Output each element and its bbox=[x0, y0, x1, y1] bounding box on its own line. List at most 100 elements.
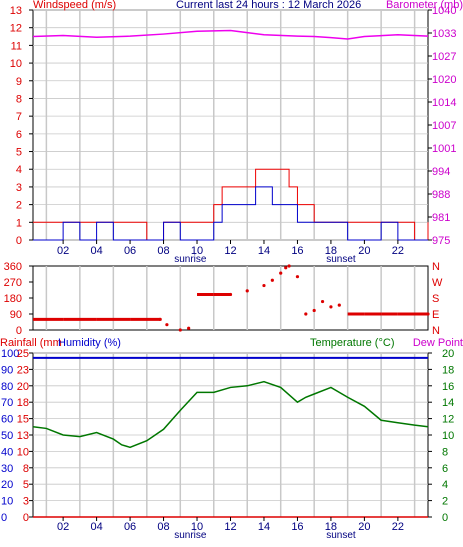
wind-y-tick-label: 6 bbox=[16, 129, 22, 141]
x-tick-label: 04 bbox=[90, 245, 102, 257]
sunset-label: sunset bbox=[326, 254, 356, 265]
barometer-y-tick-label: 994 bbox=[432, 166, 450, 178]
direction-point bbox=[312, 308, 316, 313]
x-tick-label: 04 bbox=[90, 521, 102, 533]
barometer-y-tick-label: 1001 bbox=[432, 143, 456, 155]
wind-y-right-axis: 975 981 988 994 1001 1007 1014 1020 1027 1033 1040 bbox=[428, 5, 456, 247]
x-tick-label: 22 bbox=[392, 521, 404, 533]
barometer-y-tick-label: 1020 bbox=[432, 74, 456, 86]
temperature-y-tick-label: 20 bbox=[442, 348, 454, 360]
direction-point bbox=[262, 283, 266, 288]
wind-y-tick-label: 4 bbox=[16, 164, 22, 176]
humidity-y-tick-label: 30 bbox=[1, 463, 13, 475]
rainfall-y-tick-label: 20 bbox=[17, 381, 29, 393]
barometer-line bbox=[32, 29, 429, 40]
windspeed-title: Windspeed (m/s) bbox=[33, 0, 116, 11]
rainfall-y-tick-label: 15 bbox=[17, 414, 29, 426]
direction-point bbox=[178, 328, 182, 332]
x-tick-label: 10 bbox=[191, 245, 203, 257]
direction-compass-label: S bbox=[432, 293, 439, 305]
rainfall-title: Rainfall (mm bbox=[0, 337, 62, 349]
humidity-y-tick-label: 70 bbox=[1, 397, 13, 409]
direction-compass-label: N bbox=[432, 261, 440, 273]
direction-y-tick-label: 0 bbox=[16, 325, 22, 337]
x-tick-label: 22 bbox=[392, 245, 404, 257]
rainfall-y-tick-label: 0 bbox=[23, 512, 29, 524]
direction-point bbox=[158, 317, 162, 321]
direction-point bbox=[320, 299, 325, 304]
humidity-y-tick-label: 20 bbox=[1, 479, 13, 491]
x-tick-label: 02 bbox=[57, 521, 69, 533]
wind-y-tick-label: 12 bbox=[10, 23, 22, 35]
direction-point bbox=[329, 305, 333, 309]
x-tick-label: 20 bbox=[358, 521, 370, 533]
temperature-y-tick-label: 2 bbox=[442, 496, 448, 508]
sunrise-label: sunrise bbox=[174, 254, 207, 265]
wind-y-tick-label: 10 bbox=[10, 58, 22, 70]
temperature-y-tick-label: 16 bbox=[442, 381, 454, 393]
wind-y-tick-label: 2 bbox=[16, 200, 22, 212]
direction-point bbox=[304, 312, 308, 316]
rainfall-y-tick-label: 8 bbox=[23, 463, 29, 475]
temperature-y-tick-label: 4 bbox=[442, 479, 448, 491]
direction-y-tick-label: 180 bbox=[4, 293, 22, 305]
humidity-y-tick-label: 100 bbox=[1, 348, 19, 360]
temperature-title: Temperature (°C) bbox=[310, 337, 394, 349]
sunset-label-bottom: sunset bbox=[326, 530, 356, 541]
direction-points bbox=[33, 264, 430, 332]
dewpoint-title: Dew Point bbox=[413, 337, 463, 349]
temperature-y-tick-label: 10 bbox=[442, 430, 454, 442]
wind-y-tick-label: 0 bbox=[16, 235, 22, 247]
humidity-y-tick-label: 80 bbox=[1, 381, 13, 393]
x-tick-label: 10 bbox=[191, 521, 203, 533]
x-tick-label: 06 bbox=[124, 245, 136, 257]
temperature-line bbox=[32, 380, 429, 449]
x-tick-label: 12 bbox=[224, 521, 236, 533]
direction-point bbox=[426, 312, 430, 316]
direction-point bbox=[284, 266, 288, 270]
wind-y-tick-label: 8 bbox=[16, 93, 22, 105]
wind-y-tick-label: 7 bbox=[16, 111, 22, 123]
direction-y-tick-label: 90 bbox=[10, 309, 22, 321]
direction-point bbox=[337, 303, 341, 307]
direction-compass-label: N bbox=[432, 325, 440, 337]
temperature-y-tick-label: 12 bbox=[442, 414, 454, 426]
direction-point bbox=[287, 264, 291, 268]
x-tick-label: 18 bbox=[325, 245, 337, 257]
direction-point bbox=[228, 292, 233, 297]
humidity-y-tick-label: 10 bbox=[1, 496, 13, 508]
temperature-y-tick-label: 14 bbox=[442, 397, 454, 409]
temperature-y-tick-label: 8 bbox=[442, 446, 448, 458]
wind-x-axis: 02 04 06 08 10 12 14 16 18 20 22 bbox=[57, 240, 404, 257]
x-tick-label: 16 bbox=[291, 521, 303, 533]
humidity-y-tick-label: 90 bbox=[1, 364, 13, 376]
x-tick-label: 12 bbox=[224, 245, 236, 257]
sunrise-label-bottom: sunrise bbox=[174, 530, 207, 541]
barometer-y-tick-label: 1007 bbox=[432, 120, 456, 132]
direction-point bbox=[165, 323, 169, 327]
barometer-y-tick-label: 975 bbox=[432, 235, 450, 247]
wind-y-tick-label: 5 bbox=[16, 147, 22, 159]
x-tick-label: 14 bbox=[258, 521, 270, 533]
period-title: Current last 24 hours : 12 March 2026 bbox=[176, 0, 361, 11]
rainfall-y-tick-label: 23 bbox=[17, 364, 29, 376]
rainfall-y-tick-label: 10 bbox=[17, 446, 29, 458]
barometer-y-tick-label: 1033 bbox=[432, 28, 456, 40]
rainfall-y-tick-label: 13 bbox=[17, 430, 29, 442]
x-tick-label: 16 bbox=[291, 245, 303, 257]
gust-line bbox=[33, 168, 429, 241]
x-tick-label: 08 bbox=[157, 245, 169, 257]
barometer-y-tick-label: 988 bbox=[432, 189, 450, 201]
x-tick-label: 14 bbox=[258, 245, 270, 257]
rainfall-y-tick-label: 5 bbox=[23, 479, 29, 491]
barometer-y-tick-label: 1014 bbox=[432, 97, 456, 109]
humidity-y-tick-label: 0 bbox=[1, 512, 7, 524]
